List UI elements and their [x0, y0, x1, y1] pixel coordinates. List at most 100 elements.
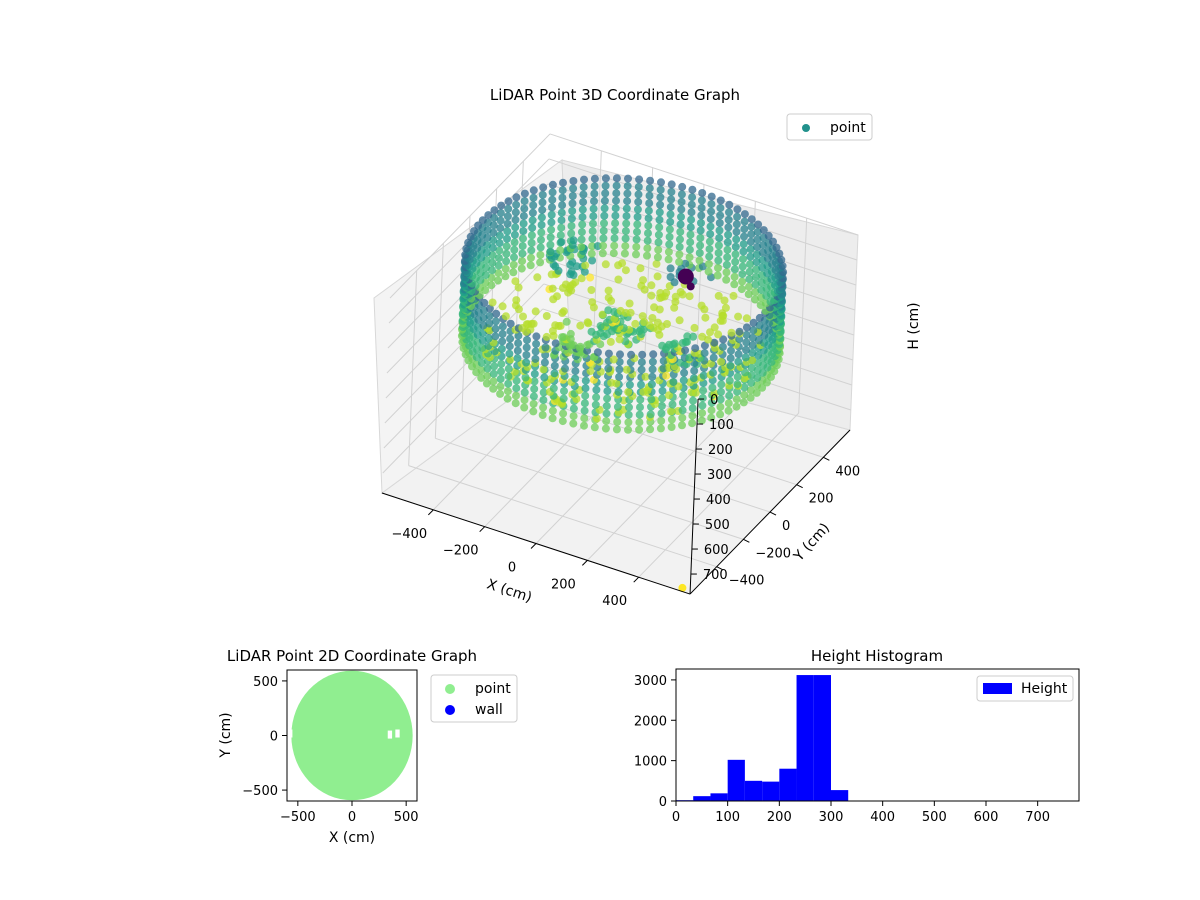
point-3d	[686, 223, 695, 232]
point-3d	[509, 268, 518, 277]
point-3d	[720, 296, 729, 305]
point-3d	[687, 215, 696, 224]
point-3d	[587, 286, 596, 294]
point-3d	[633, 220, 642, 229]
point-3d	[678, 421, 686, 430]
point-3d	[676, 288, 685, 296]
point-3d	[623, 182, 632, 191]
point-3d	[588, 242, 597, 251]
point-3d	[511, 399, 520, 408]
point-3d	[588, 234, 597, 243]
point-3d	[477, 373, 486, 382]
point-3d	[764, 231, 773, 240]
legend-2d-label-point: point	[475, 681, 511, 697]
point-3d	[497, 344, 506, 353]
point-3d	[705, 245, 714, 254]
point-3d	[496, 224, 505, 233]
point-3d	[568, 192, 577, 200]
point-3d	[527, 253, 535, 262]
point-3d	[730, 272, 739, 281]
point-3d	[518, 257, 527, 266]
y-tick-label-3d: 200	[809, 492, 834, 507]
point-3d	[769, 237, 777, 246]
point-3d	[550, 369, 559, 378]
grid-line-z-right	[544, 258, 854, 361]
point-3d	[612, 196, 620, 205]
z-tick-label-3d: 300	[707, 468, 732, 483]
point-3d	[501, 264, 510, 273]
point-3d	[581, 391, 590, 400]
point-3d	[558, 186, 567, 195]
outlier-point-3d	[677, 268, 694, 285]
point-3d	[548, 195, 557, 204]
point-3d	[537, 235, 545, 244]
chart-2d: LiDAR Point 2D Coordinate Graph −500 0 500…	[218, 647, 518, 846]
point-3d	[742, 314, 751, 323]
histogram-bar	[831, 790, 849, 801]
point-gap-2d	[387, 730, 393, 739]
point-3d	[502, 242, 511, 251]
point-3d	[676, 227, 685, 236]
point-3d	[775, 249, 784, 258]
point-3d	[522, 351, 531, 359]
legend-3d-label-point: point	[830, 120, 866, 136]
point-3d	[754, 220, 763, 229]
point-3d	[528, 208, 537, 217]
axes-histogram: 0 100 200 300 400 500 600 700 0 1000 2000 3000	[634, 674, 1050, 825]
chart-3d-title: LiDAR Point 3D Coordinate Graph	[490, 86, 740, 104]
point-3d	[670, 339, 679, 348]
point-3d	[734, 312, 743, 321]
grid-line-y-wall	[408, 270, 418, 466]
point-3d	[513, 354, 522, 363]
legend-2d: point wall	[430, 674, 518, 723]
point-3d	[686, 238, 695, 247]
point-3d	[548, 406, 557, 415]
point-3d	[624, 388, 633, 396]
point-3d	[521, 373, 530, 382]
histogram-bar	[813, 675, 831, 801]
x-tick-label-histogram: 100	[715, 810, 740, 825]
point-3d	[643, 251, 651, 260]
point-3d	[646, 176, 655, 185]
point-3d	[715, 226, 724, 235]
point-3d	[520, 204, 529, 213]
point-3d	[501, 312, 510, 321]
point-3d	[530, 384, 539, 393]
point-3d	[558, 201, 567, 210]
point-3d	[658, 386, 667, 395]
point-3d	[612, 181, 621, 190]
point-3d	[716, 410, 725, 419]
histogram-bar	[744, 780, 763, 801]
point-3d	[657, 178, 665, 187]
point-disc-2d	[290, 670, 413, 801]
point-3d	[561, 280, 570, 289]
point-3d	[679, 376, 688, 385]
point-3d	[656, 193, 665, 202]
z-tick-label-3d: 400	[706, 493, 731, 508]
point-3d	[568, 207, 577, 215]
point-3d	[741, 368, 749, 377]
point-3d	[729, 291, 738, 300]
x-tick-label-histogram: 300	[819, 810, 844, 825]
point-3d	[538, 411, 547, 419]
point-3d	[689, 396, 697, 405]
point-3d	[675, 250, 684, 259]
point-3d	[644, 206, 653, 215]
point-3d	[505, 342, 514, 351]
point-3d	[645, 184, 654, 193]
point-3d	[536, 250, 545, 259]
point-3d	[599, 234, 608, 243]
point-3d	[591, 400, 600, 409]
point-3d	[635, 418, 644, 427]
point-3d	[489, 377, 498, 386]
point-3d	[732, 402, 741, 411]
point-3d	[624, 418, 633, 427]
point-3d	[569, 177, 578, 185]
point-3d	[498, 322, 507, 331]
point-3d	[511, 215, 520, 224]
point-3d	[503, 387, 512, 396]
point-3d	[639, 276, 647, 285]
point-3d	[748, 341, 757, 350]
point-3d	[604, 306, 613, 315]
point-3d	[730, 280, 739, 289]
